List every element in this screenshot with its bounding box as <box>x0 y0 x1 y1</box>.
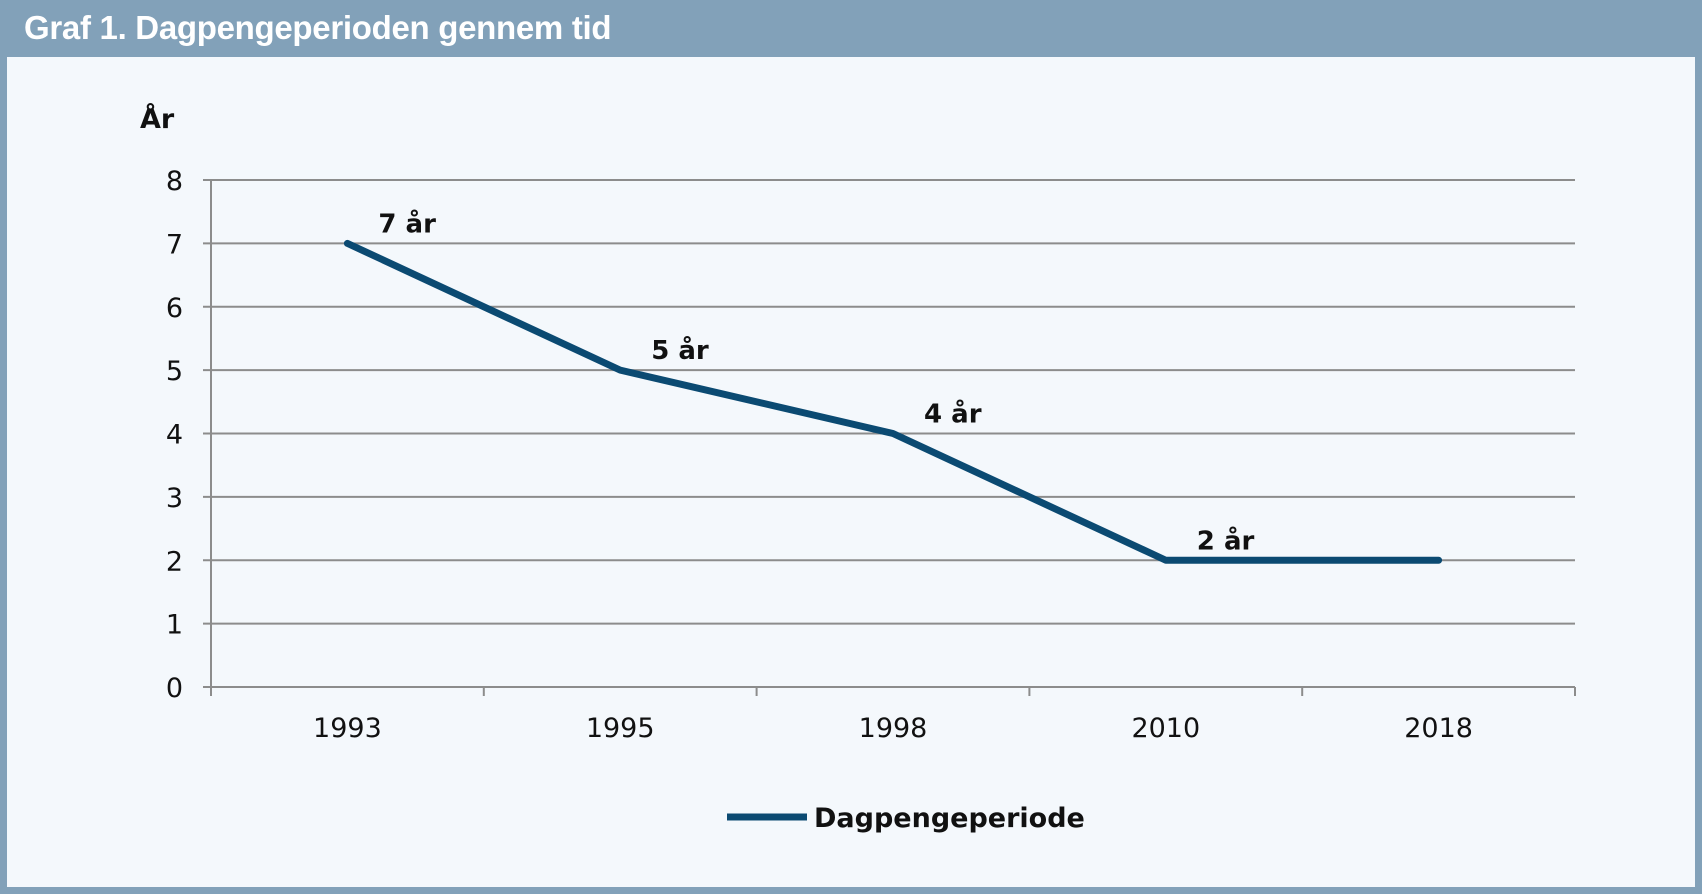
y-axis-label: År <box>140 103 175 135</box>
chart-panel <box>7 57 1695 887</box>
y-tick-label-8: 8 <box>166 166 183 197</box>
y-tick-label-3: 3 <box>166 483 183 514</box>
x-tick-labels: 1993 1995 1998 2010 2018 <box>313 713 1473 744</box>
data-label-1998: 4 år <box>924 398 982 430</box>
data-labels: 7 år 5 år 4 år 2 år <box>378 207 1254 556</box>
legend-label: Dagpengeperiode <box>814 803 1085 834</box>
y-tick-label-5: 5 <box>166 356 183 387</box>
chart-title: Graf 1. Dagpengeperioden gennem tid <box>24 9 612 46</box>
y-tick-label-2: 2 <box>166 546 183 577</box>
x-tick-label-1998: 1998 <box>859 713 928 744</box>
legend: Dagpengeperiode <box>727 803 1085 834</box>
data-label-2010: 2 år <box>1197 524 1255 556</box>
data-label-1993: 7 år <box>378 207 436 239</box>
y-tick-label-6: 6 <box>166 293 183 324</box>
y-tick-label-7: 7 <box>166 229 183 260</box>
y-tick-label-1: 1 <box>166 610 183 641</box>
gridlines <box>203 179 1575 688</box>
y-tick-label-0: 0 <box>166 673 183 704</box>
series-line-0 <box>343 239 1443 564</box>
x-tick-label-2018: 2018 <box>1404 713 1473 744</box>
x-tick-label-1993: 1993 <box>313 713 382 744</box>
series-group <box>343 239 1443 564</box>
x-tick-label-2010: 2010 <box>1131 713 1200 744</box>
x-tick-label-1995: 1995 <box>586 713 655 744</box>
data-label-1995: 5 år <box>651 334 709 366</box>
axes <box>210 180 1576 696</box>
y-tick-label-4: 4 <box>166 420 183 451</box>
chart-header: Graf 1. Dagpengeperioden gennem tid <box>0 0 1702 57</box>
y-tick-labels: 0 1 2 3 4 5 6 7 8 <box>166 166 183 704</box>
